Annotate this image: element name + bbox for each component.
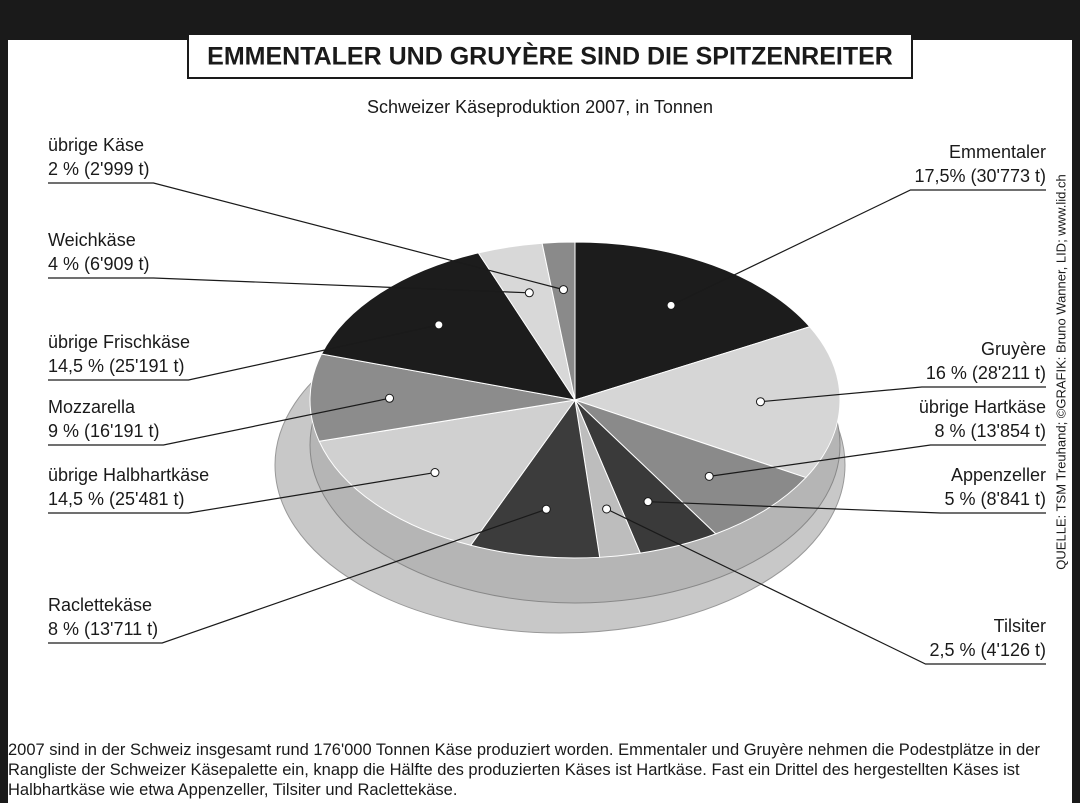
chart-title: EMMENTALER UND GRUYÈRE SIND DIE SPITZENR… [207, 42, 893, 71]
value-label: 4 % (6'909 t) [48, 254, 150, 274]
slice-label: Emmentaler [949, 142, 1046, 162]
slice-label: Gruyère [981, 339, 1046, 359]
leader-dot [603, 505, 611, 513]
value-label: 16 % (28'211 t) [926, 363, 1046, 383]
value-label: 9 % (16'191 t) [48, 421, 160, 441]
slice-label: Appenzeller [951, 465, 1046, 485]
leader-dot [667, 301, 675, 309]
leader-dot [542, 505, 550, 513]
slice-label: übrige Frischkäse [48, 332, 190, 352]
leader-dot [431, 469, 439, 477]
value-label: 17,5% (30'773 t) [914, 166, 1046, 186]
slice-label: übrige Halbhartkäse [48, 465, 209, 485]
source: QUELLE: TSM Treuhand; ©GRAFIK: Bruno Wan… [1053, 174, 1068, 569]
slice-label: Weichkäse [48, 230, 136, 250]
slice-label: übrige Käse [48, 135, 144, 155]
slice-label: Raclettekäse [48, 595, 152, 615]
slice-label: Mozzarella [48, 397, 136, 417]
subtitle: Schweizer Käseproduktion 2007, in Tonnen [367, 97, 713, 117]
value-label: 8 % (13'711 t) [48, 619, 158, 639]
leader-dot [705, 472, 713, 480]
page: EMMENTALER UND GRUYÈRE SIND DIE SPITZENR… [0, 0, 1080, 803]
slice-label: übrige Hartkäse [919, 397, 1046, 417]
value-label: 8 % (13'854 t) [935, 421, 1047, 441]
value-label: 2,5 % (4'126 t) [930, 640, 1047, 660]
leader-dot [525, 289, 533, 297]
slice-label: Tilsiter [994, 616, 1046, 636]
leader-dot [756, 398, 764, 406]
leader-dot [435, 321, 443, 329]
value-label: 14,5 % (25'481 t) [48, 489, 185, 509]
leader-dot [559, 286, 567, 294]
value-label: 5 % (8'841 t) [945, 489, 1047, 509]
value-label: 14,5 % (25'191 t) [48, 356, 185, 376]
leader-dot [386, 394, 394, 402]
leader-dot [644, 498, 652, 506]
frame [1072, 0, 1080, 803]
value-label: 2 % (2'999 t) [48, 159, 150, 179]
frame [0, 0, 8, 803]
footnote: 2007 sind in der Schweiz insgesamt rund … [8, 740, 1074, 800]
chart: EMMENTALER UND GRUYÈRE SIND DIE SPITZENR… [0, 0, 1080, 803]
